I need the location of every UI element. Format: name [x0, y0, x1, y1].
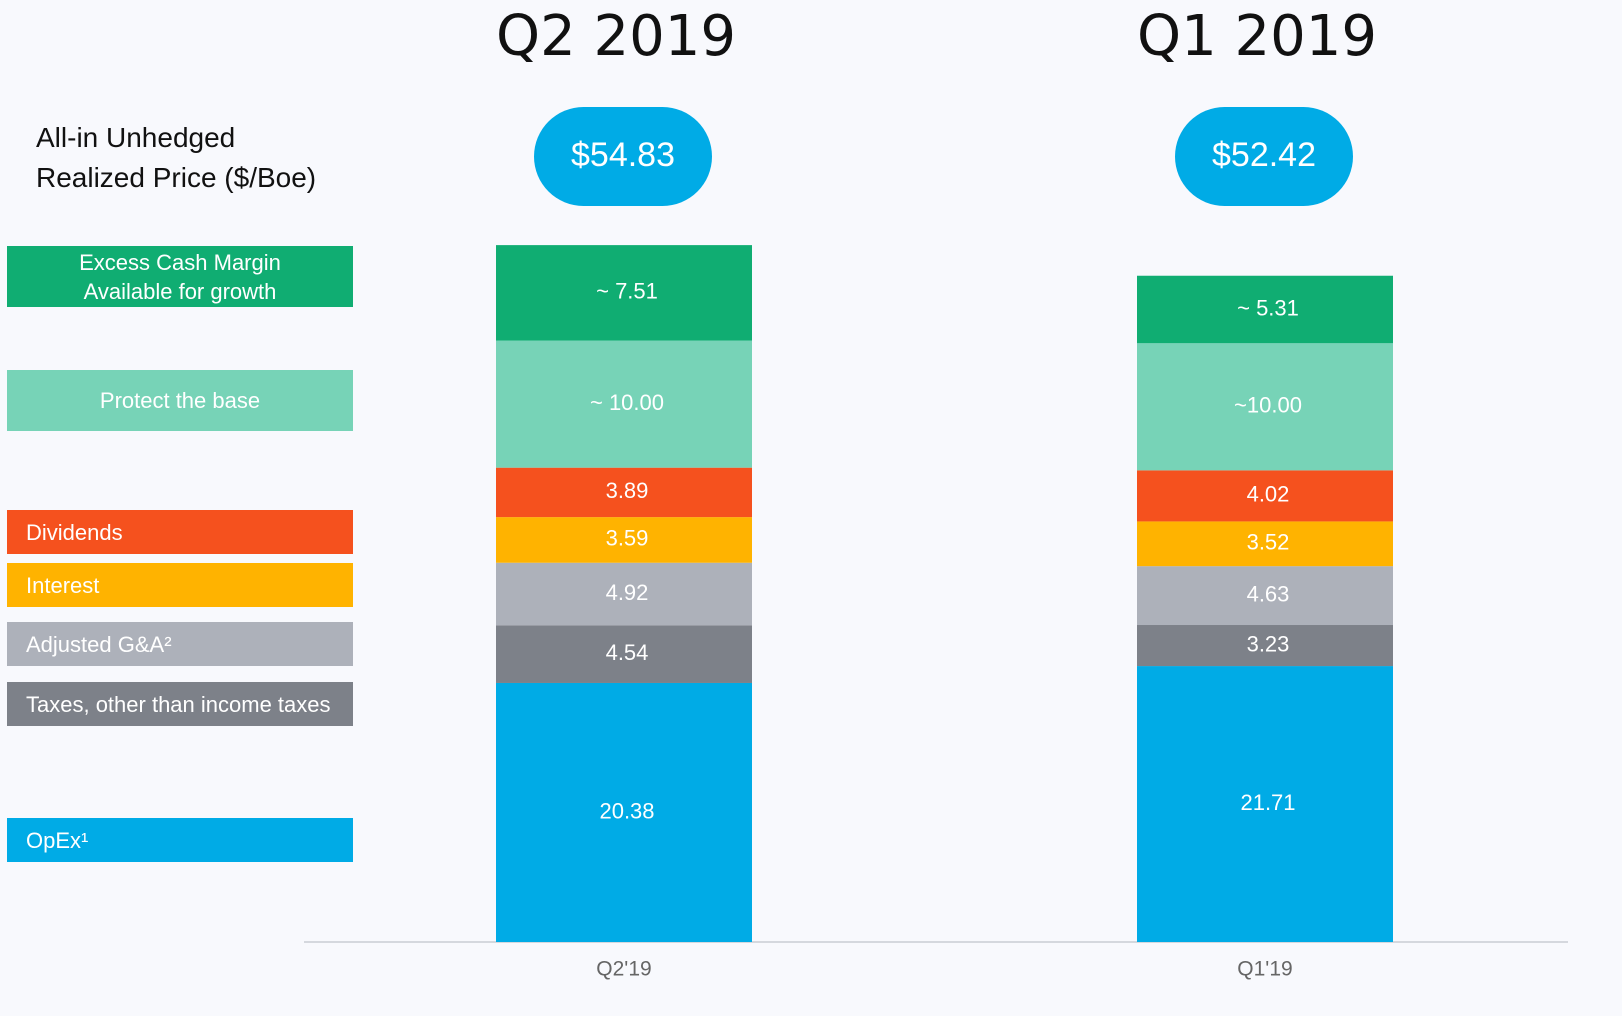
data-label: 3.59 [606, 526, 649, 551]
x-tick-label: Q2'19 [596, 958, 651, 981]
legend-item: Excess Cash Margin Available for growth [7, 246, 353, 307]
price-value: $52.42 [1212, 136, 1316, 174]
data-label: ~10.00 [1234, 393, 1302, 418]
column-title: Q2 2019 [496, 4, 736, 69]
data-label: 3.52 [1247, 530, 1290, 555]
legend-item: OpEx¹ [7, 818, 353, 862]
price-value: $54.83 [571, 136, 675, 174]
data-label: ~ 7.51 [596, 279, 658, 304]
bar-segment [496, 625, 752, 683]
bar-segment [1137, 275, 1393, 344]
data-label: 21.71 [1240, 790, 1295, 815]
data-label: ~ 5.31 [1237, 295, 1299, 320]
data-label: 3.23 [1247, 631, 1290, 656]
legend-label: Protect the base [99, 388, 261, 413]
bar-segment [1137, 666, 1393, 942]
bar-segment [496, 467, 752, 518]
price-bubble [1175, 107, 1353, 206]
legend-item: Taxes, other than income taxes [7, 682, 353, 726]
legend-label: OpEx¹ [26, 827, 89, 853]
data-label: 4.54 [606, 640, 649, 665]
data-label: ~ 10.00 [590, 390, 664, 415]
data-label: 4.02 [1247, 482, 1290, 507]
data-label: 3.89 [606, 478, 649, 503]
data-label: 4.92 [606, 580, 649, 605]
legend-label: Adjusted G&A² [26, 631, 172, 657]
data-label: 20.38 [599, 798, 654, 823]
legend-item: Protect the base [7, 370, 353, 431]
legend-item: Dividends [7, 510, 353, 554]
column-title: Q1 2019 [1137, 4, 1377, 69]
bar-segment [1137, 566, 1393, 626]
bar-segment [1137, 625, 1393, 667]
bar-segment [496, 245, 752, 341]
bar-segment [496, 340, 752, 468]
bar-segment [496, 682, 752, 942]
legend-item: Interest [7, 563, 353, 607]
data-label: 4.63 [1247, 581, 1290, 606]
legend-label: Dividends [26, 519, 123, 545]
x-tick-label: Q1'19 [1237, 958, 1292, 981]
legend-label: Interest [26, 572, 100, 598]
bar-segment [496, 562, 752, 626]
bar-segment [1137, 343, 1393, 471]
legend-label: Excess Cash Margin Available for growth [79, 249, 281, 304]
bar-segment [1137, 470, 1393, 522]
legend-label: Taxes, other than income taxes [26, 691, 331, 717]
legend-item: Adjusted G&A² [7, 622, 353, 666]
bar-segment [496, 517, 752, 563]
price-bubble [534, 107, 712, 206]
bar-segment [1137, 521, 1393, 567]
price-label: All-in Unhedged Realized Price ($/Boe) [36, 122, 317, 193]
